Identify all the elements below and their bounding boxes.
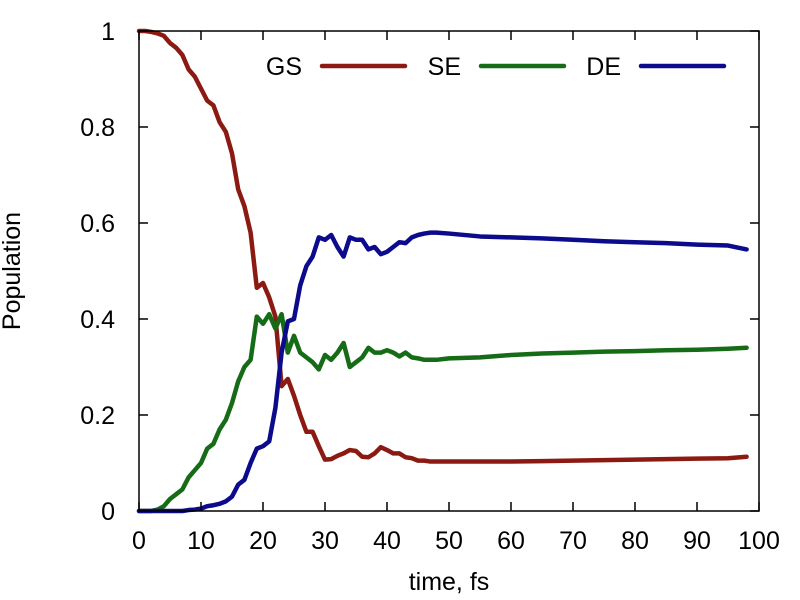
y-tick-label: 1	[101, 18, 115, 46]
x-tick-label: 30	[311, 527, 339, 555]
legend-label-de: DE	[586, 53, 621, 81]
series-line-de	[136, 230, 749, 514]
x-tick-label: 70	[559, 527, 587, 555]
legend-label-gs: GS	[266, 53, 302, 81]
x-tick-label: 60	[497, 527, 525, 555]
y-tick-label: 0.4	[80, 306, 115, 334]
x-tick-label: 20	[249, 527, 277, 555]
y-tick-label: 0.2	[80, 402, 115, 430]
series-line-gs	[136, 28, 749, 464]
x-axis-label: time, fs	[409, 568, 490, 596]
y-tick-label: 0.6	[80, 210, 115, 238]
x-tick-label: 90	[683, 527, 711, 555]
series-layer	[136, 28, 749, 514]
x-tick-label: 100	[738, 527, 780, 555]
x-tick-label: 50	[435, 527, 463, 555]
legend: GS SE DE	[266, 53, 727, 81]
y-tick-label: 0	[101, 498, 115, 526]
x-tick-label: 80	[621, 527, 649, 555]
series-line-se	[136, 311, 749, 514]
y-tick-label: 0.8	[80, 114, 115, 142]
x-tick-label: 10	[187, 527, 215, 555]
x-tick-label: 0	[132, 527, 146, 555]
y-axis-label: Population	[0, 212, 26, 330]
ticks-layer: 0 10 20 30 40 50 60 70 80 90 100 0 0.2 0.4 0.6 0.8 1	[80, 18, 780, 555]
x-tick-label: 40	[373, 527, 401, 555]
legend-label-se: SE	[428, 53, 461, 81]
